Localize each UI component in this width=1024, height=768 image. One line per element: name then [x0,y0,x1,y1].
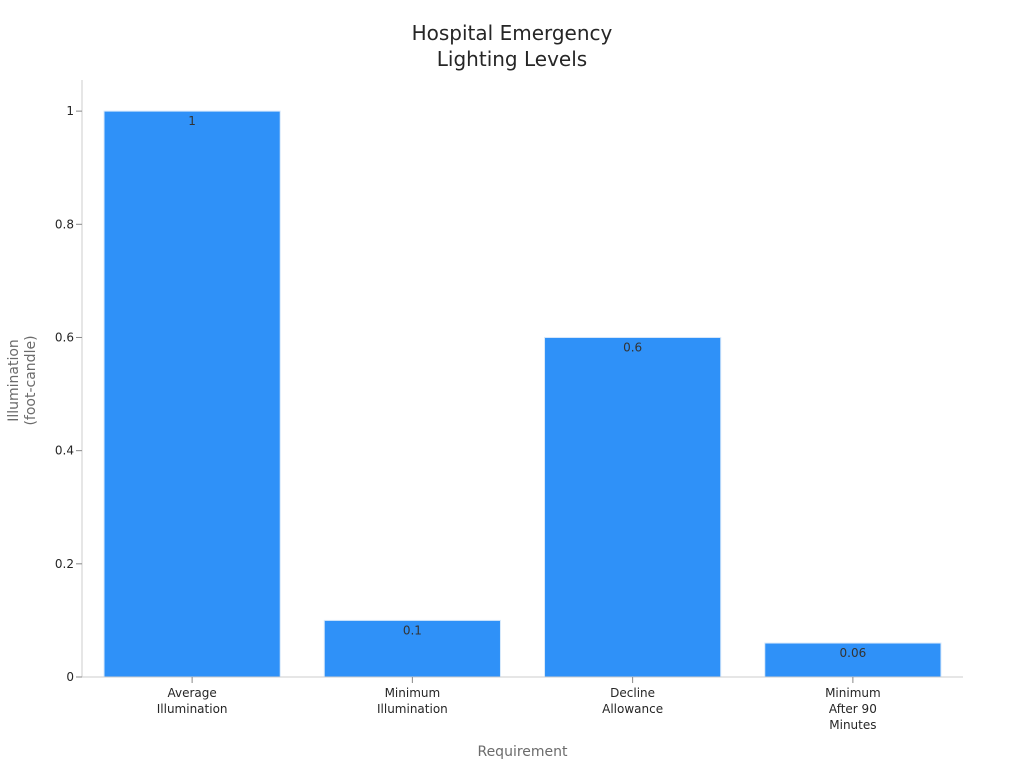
bar [764,642,942,678]
y-axis-title-line: Illumination [6,339,22,422]
y-tick-label: 1 [66,104,74,118]
x-tick-label-line: Allowance [602,702,663,716]
x-tick-label-line: Illumination [377,702,448,716]
bars: 1 0.1 0.6 0.06 [103,110,942,678]
y-tick-label: 0.8 [55,217,74,231]
x-tick-label-line: Illumination [157,702,228,716]
x-axis-title: Requirement [477,744,568,760]
y-axis-title-group: Illumination(foot-candle) [6,335,39,425]
bar-data-label: 0.1 [403,623,422,637]
x-tick-label-line: Average [167,686,216,700]
y-axis-title: Illumination(foot-candle) [6,335,39,425]
bar-data-label: 0.6 [623,340,642,354]
x-tick-label: Decline Allowance [602,686,663,716]
y-tick-label: 0.4 [55,444,74,458]
y-axis: 0 0.2 0.4 0.6 0.8 1 [55,80,83,684]
x-tick-label: Minimum After 90 Minutes [825,686,881,732]
x-tick-label-line: Minimum [385,686,441,700]
x-tick-label-line: Minimum [825,686,881,700]
x-tick-label-line: After 90 [829,702,877,716]
bar [544,336,722,678]
x-tick-label-line: Decline [610,686,655,700]
y-tick-label: 0 [66,670,74,684]
bar [323,619,501,678]
bar-data-label: 0.06 [840,646,867,660]
chart-title-line: Lighting Levels [437,47,587,71]
y-tick-label: 0.6 [55,330,74,344]
bar [103,110,281,678]
y-tick-label: 0.2 [55,557,74,571]
y-axis-title-line: (foot-candle) [23,335,39,425]
x-axis: Average Illumination Minimum Illumination De… [82,676,963,732]
chart-title: Hospital Emergency Lighting Levels [412,21,613,71]
x-tick-label: Minimum Illumination [377,686,448,716]
x-tick-label: Average Illumination [157,686,228,716]
chart-title-line: Hospital Emergency [412,21,613,45]
x-tick-label-line: Minutes [829,718,876,732]
bar-data-label: 1 [188,114,196,128]
